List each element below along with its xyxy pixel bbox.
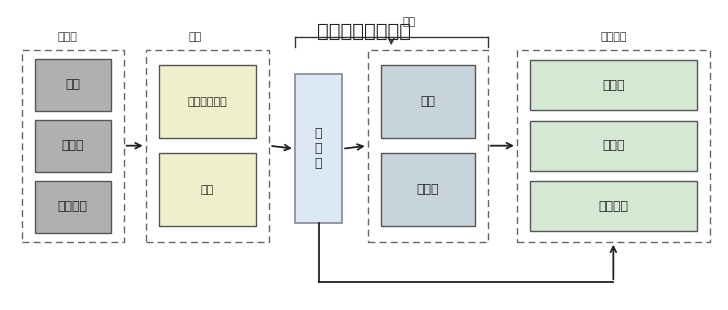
- Text: 食用菌行业产业链: 食用菌行业产业链: [317, 22, 411, 41]
- Text: 原材料: 原材料: [62, 139, 84, 152]
- Bar: [381, 153, 475, 226]
- Text: 菜市场: 菜市场: [416, 184, 439, 196]
- Text: 菌种: 菌种: [66, 78, 80, 91]
- Text: 工厂化生产商: 工厂化生产商: [188, 96, 227, 107]
- Text: 渠道: 渠道: [403, 17, 416, 27]
- Bar: [35, 59, 111, 111]
- Text: 餐饮企业: 餐饮企业: [598, 200, 628, 213]
- Text: 设备用品: 设备用品: [58, 200, 88, 213]
- Bar: [22, 50, 124, 242]
- Text: 投入品: 投入品: [58, 32, 78, 42]
- Bar: [35, 181, 111, 232]
- Bar: [517, 50, 710, 242]
- Bar: [35, 120, 111, 171]
- Text: 终端客户: 终端客户: [600, 32, 627, 42]
- Bar: [530, 121, 697, 170]
- Text: 消费者: 消费者: [602, 79, 625, 92]
- Bar: [368, 50, 488, 242]
- Text: 加工厂: 加工厂: [602, 139, 625, 152]
- Bar: [530, 60, 697, 110]
- Bar: [530, 181, 697, 231]
- Bar: [146, 50, 269, 242]
- Text: 生产: 生产: [189, 32, 202, 42]
- Bar: [381, 65, 475, 138]
- Text: 农户: 农户: [201, 185, 214, 195]
- Bar: [295, 74, 342, 223]
- Bar: [159, 65, 256, 138]
- Text: 超市: 超市: [420, 95, 435, 108]
- Text: 经
销
商: 经 销 商: [314, 127, 323, 170]
- Bar: [159, 153, 256, 226]
